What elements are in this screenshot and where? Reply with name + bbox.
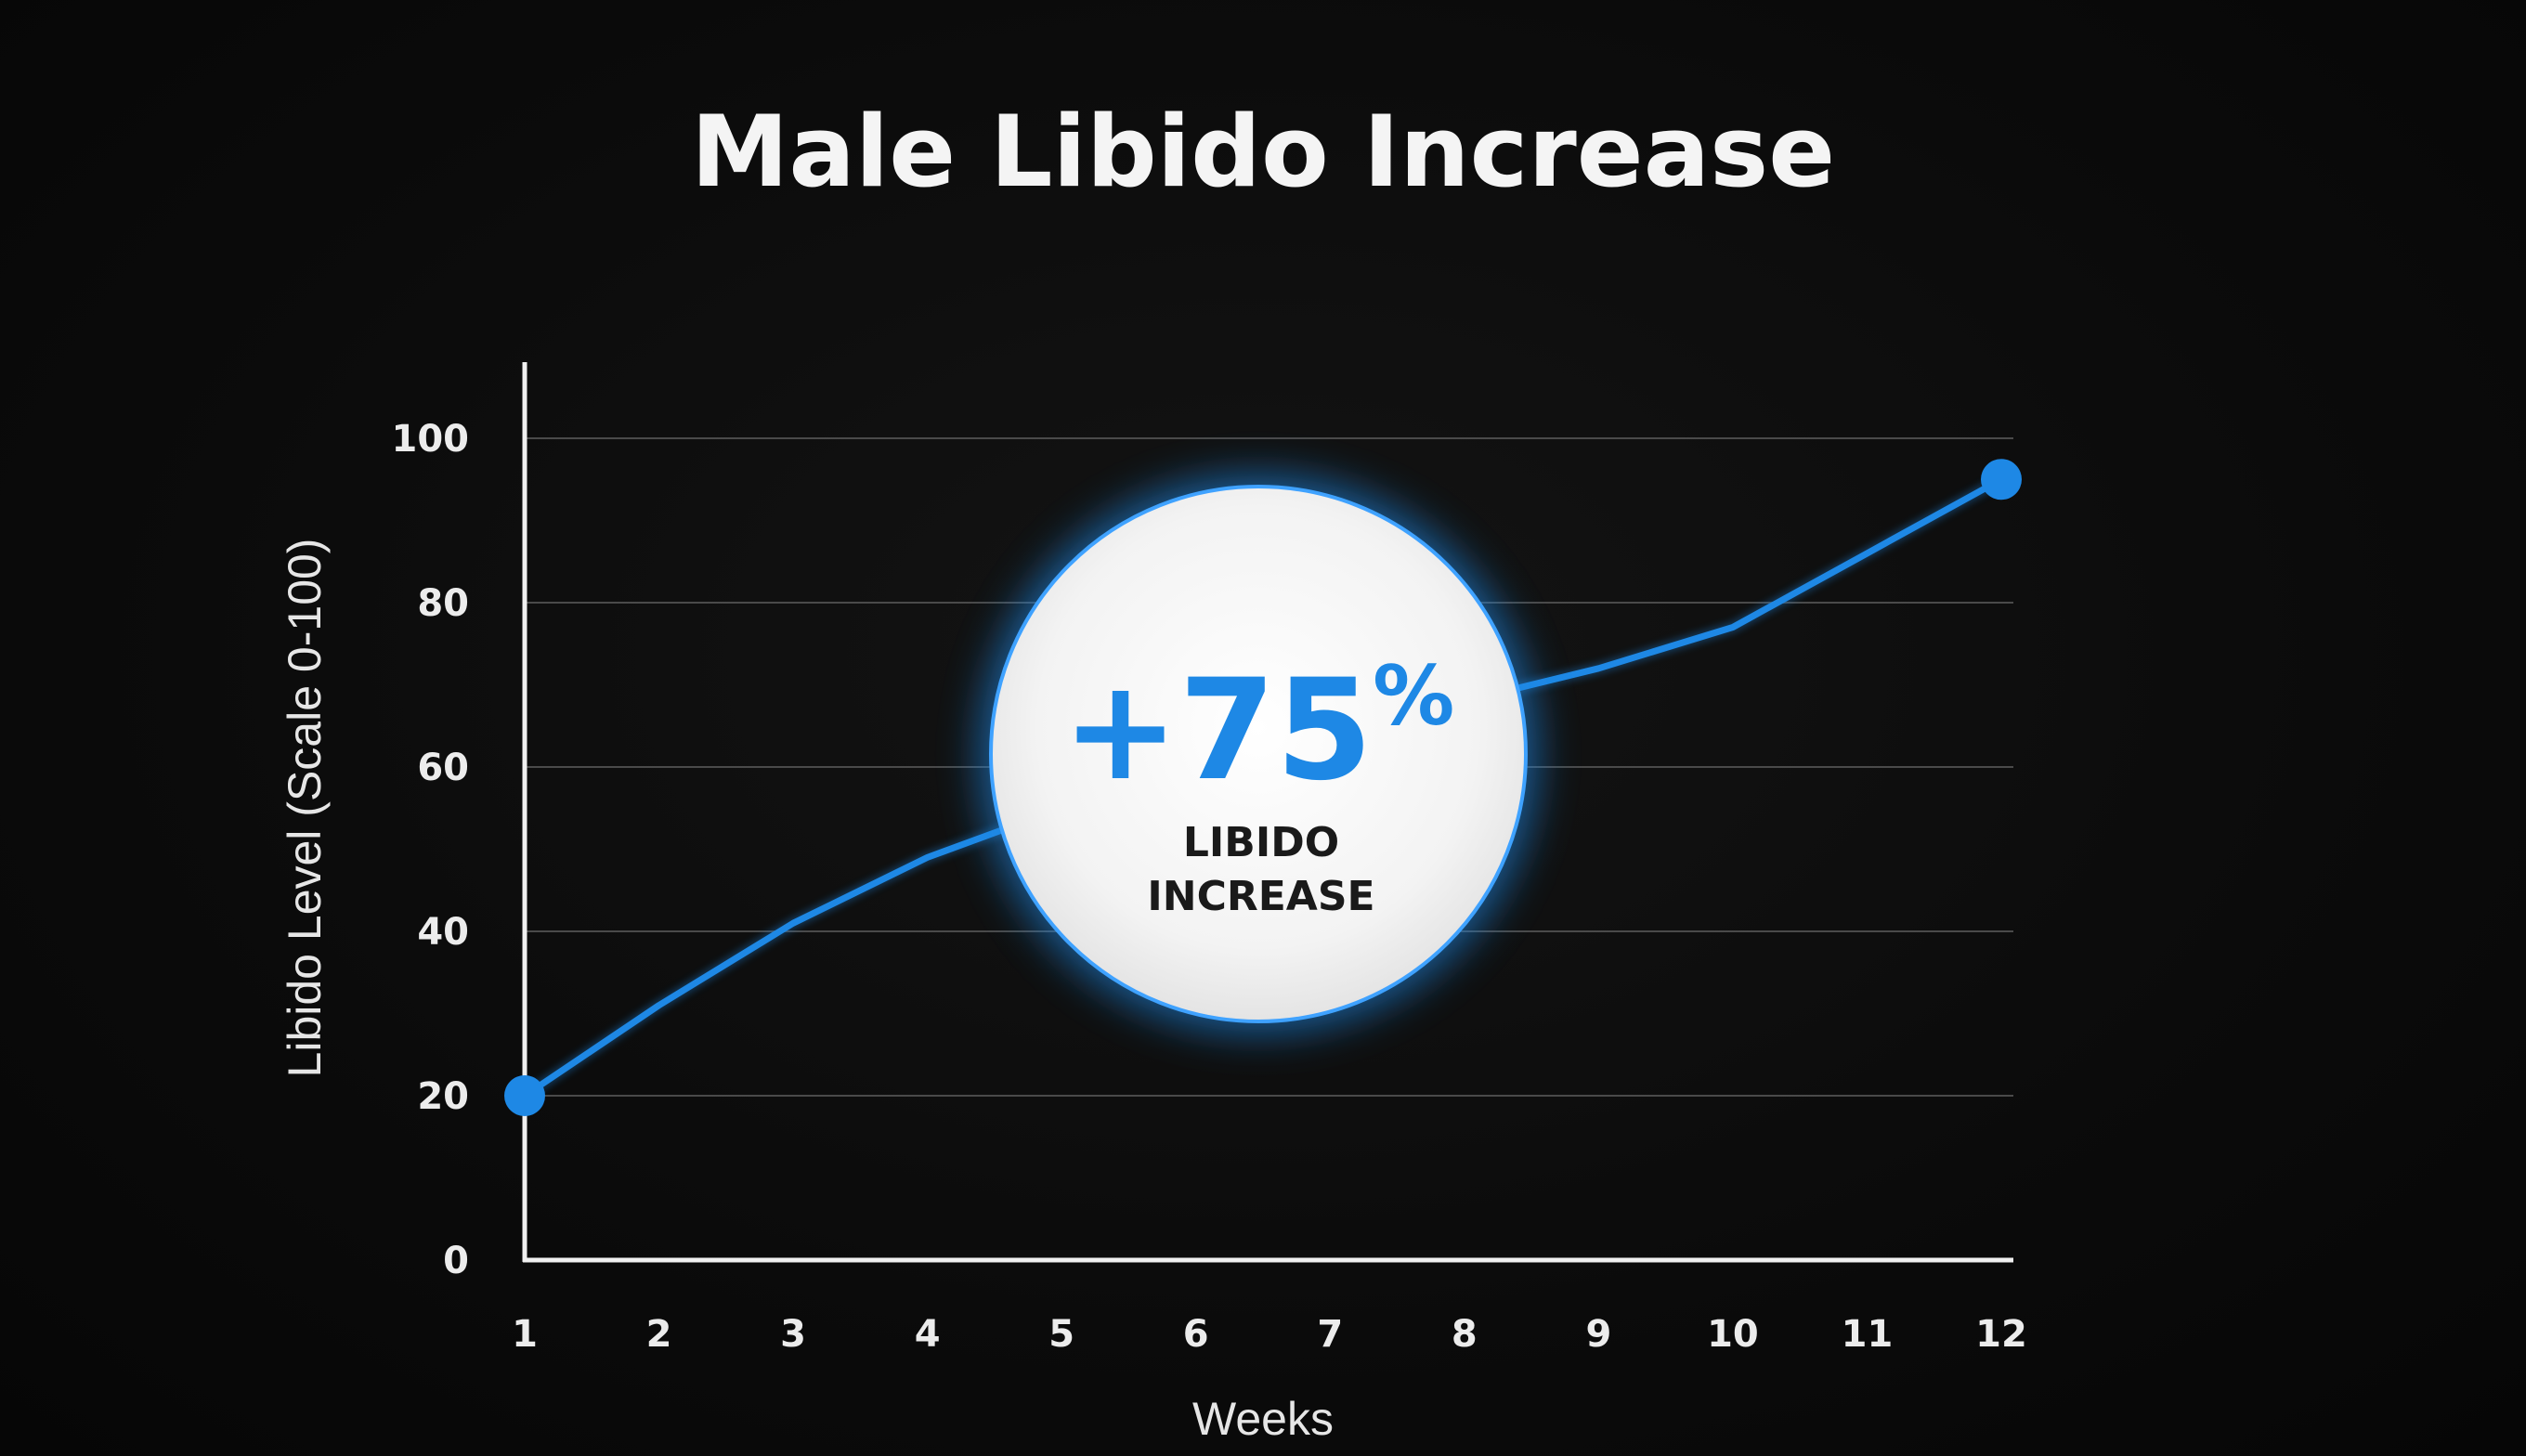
x-tick-11: 11 xyxy=(1842,1313,1894,1356)
y-tick-40: 40 xyxy=(417,911,469,954)
x-tick-4: 4 xyxy=(915,1313,941,1356)
increase-badge: +75% LIBIDO INCREASE xyxy=(980,475,1537,1033)
x-tick-2: 2 xyxy=(646,1313,672,1356)
x-tick-12: 12 xyxy=(1975,1313,2027,1356)
x-tick-labels: 1 2 3 4 5 6 7 8 9 10 11 12 xyxy=(512,1313,2027,1356)
y-tick-labels: 0 20 40 60 80 100 xyxy=(392,418,470,1282)
x-tick-8: 8 xyxy=(1452,1313,1478,1356)
data-point-start xyxy=(504,1075,545,1116)
y-tick-20: 20 xyxy=(417,1075,469,1118)
badge-label-line2: INCREASE xyxy=(1147,873,1374,920)
badge-label-line1: LIBIDO xyxy=(1183,819,1339,866)
data-point-end xyxy=(1981,459,2022,500)
y-tick-100: 100 xyxy=(392,418,470,461)
y-axis-label: Libido Level (Scale 0-100) xyxy=(279,539,331,1078)
y-tick-60: 60 xyxy=(417,747,469,789)
badge-value: +75% xyxy=(1062,648,1455,812)
x-tick-3: 3 xyxy=(780,1313,806,1356)
x-tick-9: 9 xyxy=(1585,1313,1611,1356)
badge-circle xyxy=(989,485,1528,1023)
x-tick-7: 7 xyxy=(1317,1313,1343,1356)
chart-title: Male Libido Increase xyxy=(691,95,1835,209)
y-tick-0: 0 xyxy=(443,1240,469,1282)
x-tick-5: 5 xyxy=(1048,1313,1074,1356)
x-axis-label: Weeks xyxy=(1192,1393,1334,1445)
x-tick-1: 1 xyxy=(512,1313,538,1356)
y-tick-80: 80 xyxy=(417,582,469,625)
x-tick-10: 10 xyxy=(1707,1313,1759,1356)
x-tick-6: 6 xyxy=(1183,1313,1209,1356)
